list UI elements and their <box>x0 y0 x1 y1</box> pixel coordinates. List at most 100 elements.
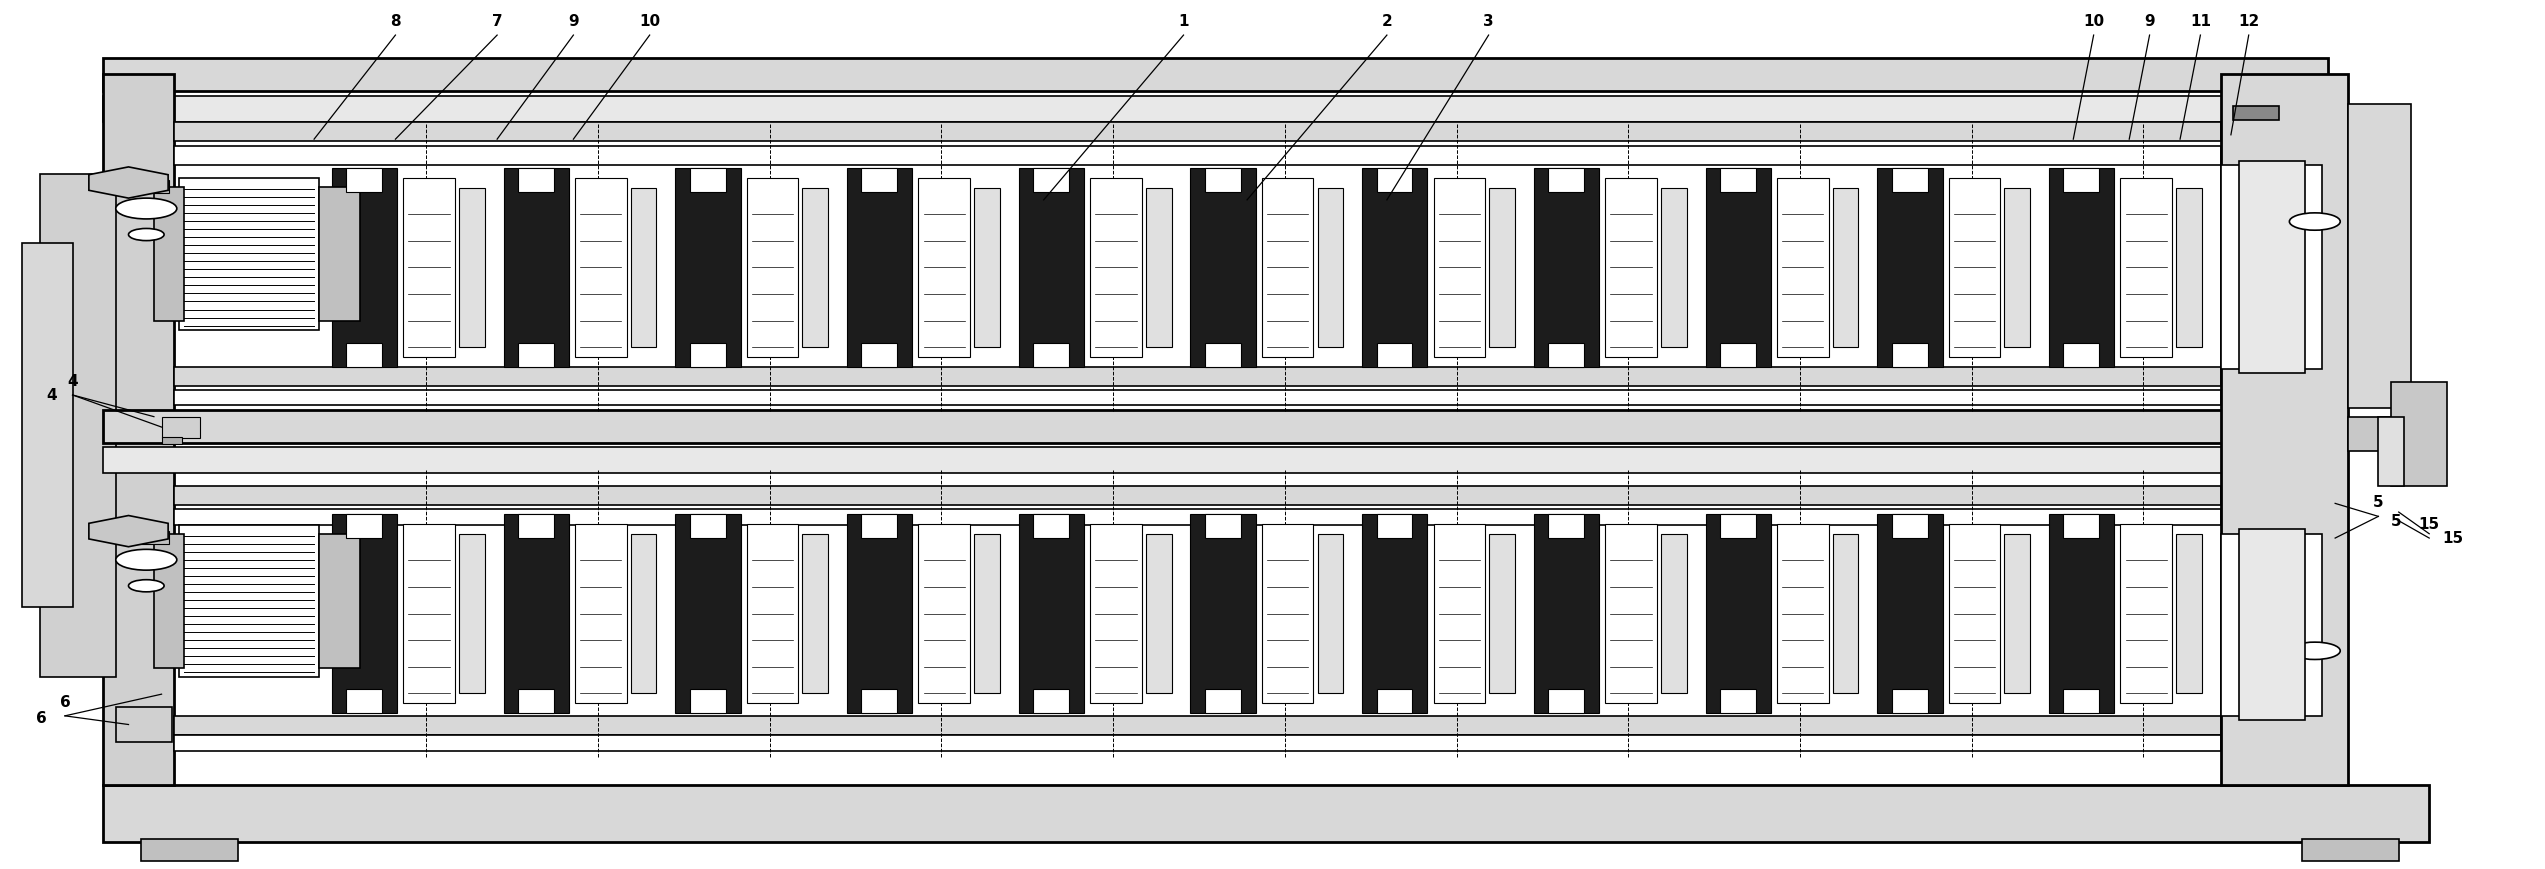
Bar <box>346 344 382 368</box>
Bar <box>1377 344 1412 368</box>
Text: 12: 12 <box>2237 14 2260 29</box>
Bar <box>1891 344 1927 368</box>
Bar <box>1949 178 2000 358</box>
Bar <box>2049 169 2115 368</box>
Bar <box>1318 189 1344 348</box>
Bar <box>318 188 359 322</box>
Circle shape <box>127 229 163 242</box>
Bar <box>746 178 799 358</box>
Text: 4: 4 <box>46 388 59 403</box>
Bar <box>919 524 970 704</box>
Bar <box>1377 169 1412 192</box>
Bar <box>1705 514 1771 713</box>
Bar <box>1878 169 1942 368</box>
Bar <box>173 147 2222 166</box>
Circle shape <box>2290 214 2341 231</box>
Text: 10: 10 <box>2082 14 2105 29</box>
Bar <box>140 839 237 860</box>
Bar <box>1949 524 2000 704</box>
Bar <box>2380 417 2405 487</box>
Bar <box>2240 162 2306 374</box>
Bar <box>975 189 1000 348</box>
Bar <box>690 169 725 192</box>
Text: 9: 9 <box>568 14 578 29</box>
Bar <box>504 514 570 713</box>
Bar <box>2222 75 2349 786</box>
Text: 4: 4 <box>66 374 79 388</box>
Bar <box>122 181 168 194</box>
Bar <box>575 178 626 358</box>
Text: 15: 15 <box>2441 530 2464 545</box>
Bar <box>519 689 555 713</box>
Bar <box>1891 514 1927 538</box>
Bar <box>860 514 898 538</box>
Bar <box>104 448 2329 474</box>
Bar <box>2049 514 2115 713</box>
Bar <box>2064 169 2100 192</box>
Bar <box>153 534 183 668</box>
Bar <box>1204 689 1242 713</box>
Bar <box>104 59 2329 92</box>
Bar <box>1662 189 1687 348</box>
Circle shape <box>115 199 176 220</box>
Bar <box>160 438 181 445</box>
Bar <box>1720 689 1756 713</box>
Bar <box>1662 534 1687 693</box>
Bar <box>1089 524 1143 704</box>
Bar <box>104 96 2329 123</box>
Bar <box>746 524 799 704</box>
Bar <box>1832 534 1858 693</box>
Bar <box>2235 107 2280 121</box>
Bar <box>331 514 397 713</box>
Bar <box>919 178 970 358</box>
Bar <box>802 534 827 693</box>
Bar <box>2222 534 2324 716</box>
Bar <box>1262 524 1313 704</box>
Bar <box>1489 189 1514 348</box>
Bar <box>1547 689 1583 713</box>
Bar <box>173 510 2222 526</box>
Bar <box>1204 514 1242 538</box>
Bar <box>1377 514 1412 538</box>
Bar <box>104 410 2329 443</box>
Bar <box>1878 514 1942 713</box>
Bar <box>575 524 626 704</box>
Bar <box>674 514 741 713</box>
Bar <box>318 534 359 668</box>
Bar <box>802 189 827 348</box>
Bar <box>1547 514 1583 538</box>
Bar <box>2176 189 2201 348</box>
Bar <box>519 169 555 192</box>
Bar <box>173 487 2222 506</box>
Text: 8: 8 <box>389 14 400 29</box>
Bar <box>690 514 725 538</box>
Text: 9: 9 <box>2145 14 2156 29</box>
Bar <box>504 169 570 368</box>
Bar <box>173 735 2222 751</box>
Bar <box>975 534 1000 693</box>
Bar <box>1433 524 1486 704</box>
Bar <box>331 169 397 368</box>
Bar <box>153 188 183 322</box>
Bar <box>1535 514 1598 713</box>
Circle shape <box>2290 642 2341 660</box>
Text: 2: 2 <box>1382 14 1392 29</box>
Bar <box>1318 534 1344 693</box>
Text: 6: 6 <box>36 710 48 726</box>
Bar <box>1145 189 1171 348</box>
Bar <box>690 344 725 368</box>
Bar <box>1606 524 1657 704</box>
Bar <box>1018 169 1084 368</box>
Bar <box>1145 534 1171 693</box>
Bar <box>1362 169 1428 368</box>
Bar <box>519 514 555 538</box>
Bar <box>860 689 898 713</box>
Bar <box>1433 178 1486 358</box>
Bar <box>1535 169 1598 368</box>
Text: 1: 1 <box>1178 14 1189 29</box>
Bar <box>160 417 199 439</box>
Text: 6: 6 <box>59 694 71 709</box>
Bar <box>1033 514 1069 538</box>
Bar <box>173 716 2222 735</box>
Bar <box>2064 344 2100 368</box>
